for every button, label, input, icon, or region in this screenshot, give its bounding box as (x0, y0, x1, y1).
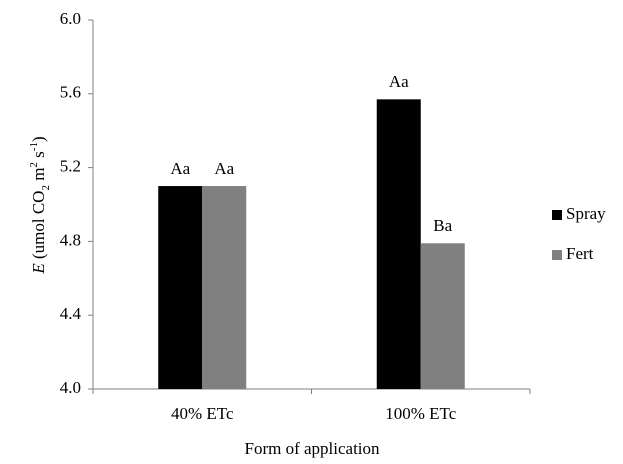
x-tick-label: 100% ETc (385, 404, 456, 423)
bar-annotation: Ba (433, 216, 452, 235)
x-axis-title: Form of application (244, 439, 380, 458)
legend-label: Fert (566, 244, 594, 263)
y-tick-label: 4.8 (60, 230, 81, 249)
bar (202, 186, 247, 389)
x-tick-label: 40% ETc (171, 404, 234, 423)
legend-label: Spray (566, 204, 606, 223)
y-tick-label: 4.4 (60, 304, 82, 323)
y-axis-title-part: s (29, 151, 48, 162)
legend-swatch (552, 210, 562, 220)
y-tick-label: 5.6 (60, 83, 81, 102)
bar (420, 243, 465, 389)
bar-annotation: Aa (170, 159, 190, 178)
bar (158, 186, 203, 389)
bar-annotation: Aa (389, 72, 409, 91)
y-axis-title-part: ) (29, 136, 48, 142)
y-axis-title: E (umol CO2 m2 s-1) (28, 136, 52, 274)
y-tick-label: 5.2 (60, 157, 81, 176)
y-axis-title-part: E (29, 263, 48, 275)
y-axis-title-part: m (29, 168, 48, 185)
y-tick-label: 6.0 (60, 9, 81, 28)
legend-swatch (552, 250, 562, 260)
y-axis-title-part: 2 (40, 185, 52, 191)
bar-annotation: Aa (214, 159, 234, 178)
bar (376, 99, 421, 390)
y-axis-title-part: (umol CO (29, 191, 48, 264)
y-axis-title-part: 2 (28, 162, 40, 168)
y-axis-title-part: -1 (28, 142, 40, 151)
y-tick-label: 4.0 (60, 378, 81, 397)
